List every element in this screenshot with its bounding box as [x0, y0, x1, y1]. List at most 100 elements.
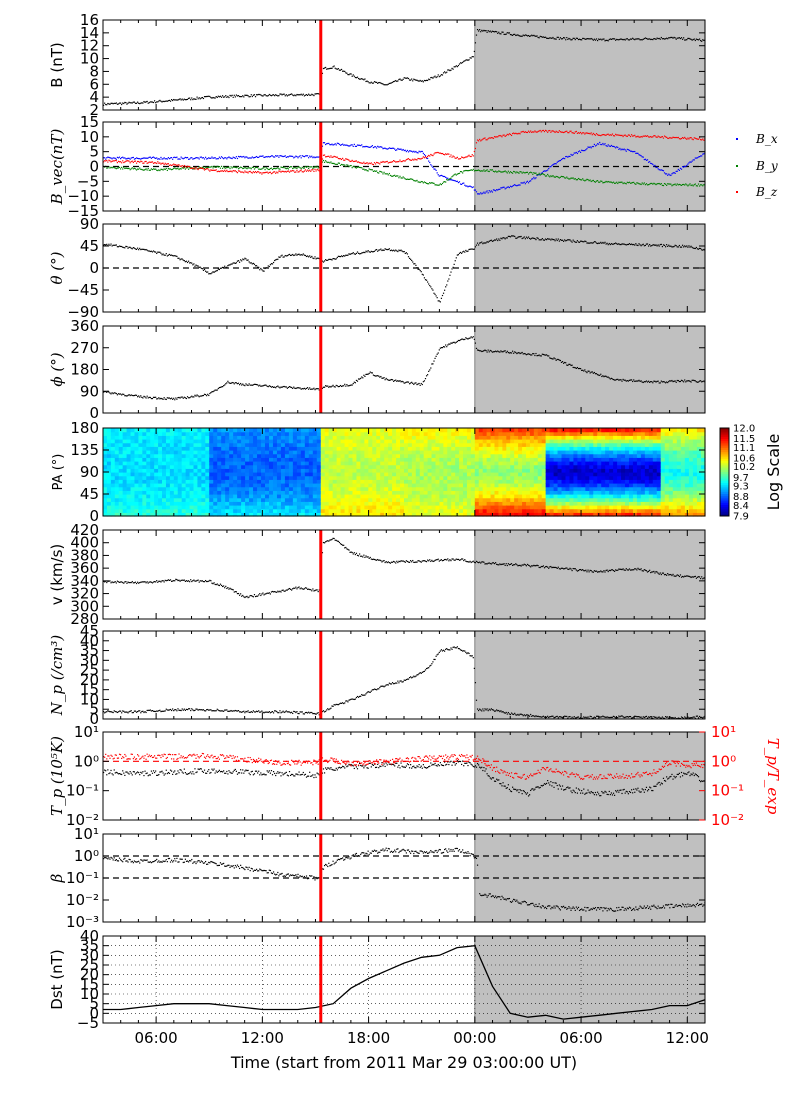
data-point [361, 376, 363, 378]
data-point [122, 168, 124, 170]
data-point [593, 143, 596, 146]
data-point [140, 168, 142, 170]
data-point [671, 379, 673, 382]
heatmap-cell [280, 512, 286, 517]
data-point [500, 350, 502, 352]
data-point [309, 155, 311, 157]
heatmap-cell [280, 464, 286, 469]
data-point [345, 144, 347, 146]
data-point [410, 150, 412, 152]
heatmap-cell [237, 494, 242, 499]
data-point [308, 167, 310, 170]
data-point [103, 244, 105, 246]
data-point [306, 94, 309, 96]
heatmap-cell [276, 461, 282, 466]
data-point [612, 181, 615, 183]
data-point [659, 38, 661, 40]
data-point [513, 184, 515, 187]
data-point [163, 254, 165, 256]
data-point [470, 248, 472, 250]
data-point [612, 243, 615, 245]
heatmap-cell [146, 461, 151, 466]
heatmap-cell [284, 505, 290, 510]
heatmap-cell [189, 494, 195, 499]
data-point [376, 147, 378, 149]
heatmap-cell [110, 442, 116, 447]
data-point [161, 254, 163, 256]
heatmap-cell [292, 468, 298, 473]
heatmap-cell [249, 453, 254, 458]
data-point [538, 37, 540, 39]
data-point [474, 246, 477, 248]
heatmap-cell [177, 483, 183, 488]
data-point [268, 265, 270, 268]
data-point [113, 392, 115, 394]
data-point [243, 96, 245, 98]
heatmap-cell [173, 431, 179, 436]
data-point [272, 261, 275, 264]
data-point [396, 380, 398, 382]
data-point [571, 241, 573, 243]
data-point [471, 186, 473, 189]
data-point [300, 254, 302, 256]
data-point [578, 132, 581, 134]
data-point [396, 175, 398, 177]
heatmap-cell [296, 497, 302, 502]
data-point [447, 344, 449, 346]
data-point [353, 160, 355, 163]
data-point [107, 102, 109, 105]
data-point [647, 245, 650, 247]
heatmap-cell [237, 479, 242, 484]
data-point [592, 39, 594, 41]
data-point [181, 396, 183, 398]
heatmap-cell [245, 494, 250, 499]
data-point [354, 382, 356, 384]
data-point [689, 380, 691, 382]
data-point [380, 171, 382, 173]
data-point [296, 169, 298, 171]
heatmap-cell [185, 461, 191, 466]
data-point [637, 182, 639, 184]
data-point [531, 237, 533, 239]
data-point [347, 164, 349, 166]
data-point [475, 142, 478, 144]
data-point [286, 170, 288, 172]
data-point [309, 255, 311, 257]
data-point [692, 139, 694, 141]
data-point [287, 254, 290, 256]
data-point [646, 243, 649, 245]
data-point [146, 395, 148, 397]
data-point [672, 246, 674, 248]
data-point [169, 100, 172, 102]
heatmap-cell [177, 431, 183, 436]
heatmap-cell [185, 446, 191, 451]
heatmap-cell [272, 490, 278, 495]
data-point [286, 255, 288, 257]
heatmap-cell [221, 428, 226, 433]
data-point [547, 131, 549, 133]
data-point [201, 395, 203, 397]
data-point [185, 397, 188, 400]
data-point [381, 249, 383, 252]
data-point [253, 94, 256, 96]
heatmap-cell [284, 472, 290, 477]
heatmap-cell [296, 435, 302, 440]
heatmap-cell [169, 428, 175, 433]
data-point [507, 32, 509, 34]
data-point [383, 377, 385, 379]
data-point [249, 384, 251, 386]
data-point [596, 134, 599, 136]
data-point [202, 157, 205, 159]
data-point [674, 172, 676, 174]
heatmap-cell [249, 457, 254, 462]
data-point [127, 157, 129, 159]
data-point [339, 144, 342, 146]
data-point [313, 94, 315, 97]
data-point [637, 135, 639, 137]
data-point [562, 240, 565, 242]
data-point [671, 36, 673, 39]
data-point [194, 167, 196, 169]
data-point [131, 248, 133, 250]
heatmap-cell [209, 486, 214, 491]
heatmap-cell [268, 428, 274, 433]
